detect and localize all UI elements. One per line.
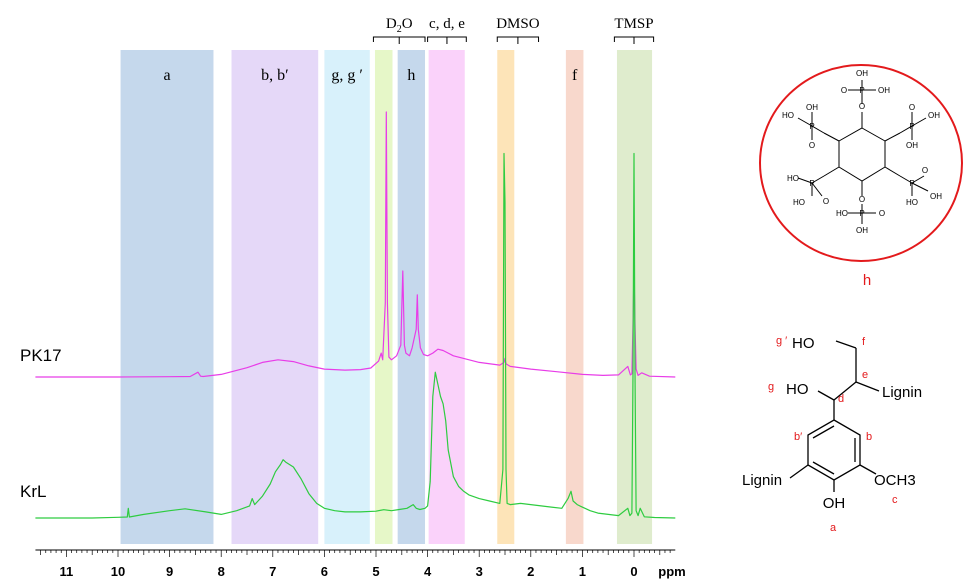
region-label-7: f — [572, 67, 578, 84]
lignin-position-labels: g ′ g f e d b′ b c a — [768, 335, 898, 534]
phytate-p-left: P — [809, 122, 814, 131]
region-label-4: h — [407, 67, 415, 84]
bracket-label-2: DMSO — [496, 16, 540, 32]
phytate-oh-top: OH — [856, 69, 868, 78]
bracket-label-0: D2O — [386, 16, 413, 35]
tick-label-10: 10 — [111, 564, 125, 579]
bracket-0 — [372, 36, 426, 44]
solvent-brackets: D2O c, d, e DMSO TMSP — [372, 16, 655, 44]
phytate-ho-left: HO — [782, 111, 794, 120]
bracket-label-1: c, d, e — [429, 16, 465, 32]
phytate-ho-bottom: HO — [836, 209, 848, 218]
lignin-structure: HO HO Lignin Lignin OCH3 OH g ′ g f e d … — [742, 335, 922, 534]
phytate-label: h — [863, 272, 871, 289]
bracket-label-3: TMSP — [614, 16, 653, 32]
phytate-o-link-top: O — [859, 102, 865, 111]
tick-label-1: 1 — [579, 564, 586, 579]
tick-label-3: 3 — [476, 564, 483, 579]
region-band-7 — [565, 50, 584, 544]
aromatic-ring — [807, 419, 861, 481]
lignin-text-right: Lignin — [882, 384, 922, 401]
tick-label-0: 0 — [630, 564, 637, 579]
tick-label-6: 6 — [321, 564, 328, 579]
spectrum-pk17 — [35, 111, 676, 378]
phytate-oh-right-low: OH — [906, 141, 918, 150]
phytate-p-lower-left: P — [809, 179, 814, 188]
cyclohexane-ring — [838, 127, 886, 182]
lignin-ho-top: HO — [792, 335, 815, 352]
pos-label-g-prime: g ′ — [776, 335, 787, 347]
series-label-pk17: PK17 — [20, 346, 62, 365]
phytate-oh-top-right: OH — [878, 86, 890, 95]
phytate-ho-lower-left: HO — [787, 174, 799, 183]
phytate-p-lower-right: P — [909, 179, 914, 188]
series-labels: PK17 KrL — [20, 346, 62, 501]
spectrum-krl — [35, 152, 676, 519]
phytate-oh-bottom: OH — [856, 226, 868, 235]
pos-label-b-prime: b′ — [794, 431, 802, 443]
phytate-bonds — [797, 80, 929, 224]
lignin-text-left: Lignin — [742, 472, 782, 489]
region-label-1: b, b′ — [261, 67, 289, 84]
tick-label-2: 2 — [527, 564, 534, 579]
phytate-ring-outline — [759, 64, 963, 262]
tick-label-7: 7 — [269, 564, 276, 579]
phytate-oh-left-top: OH — [806, 103, 818, 112]
pos-label-e: e — [862, 369, 868, 381]
phytate-structure: OH O P OH O P O OH OH P HO OH O P O HO O… — [759, 64, 963, 289]
pos-label-b: b — [866, 431, 872, 443]
bracket-1 — [427, 36, 467, 44]
phytate-oh-lower-right: OH — [930, 192, 942, 201]
lignin-atoms: HO HO Lignin Lignin OCH3 OH — [742, 335, 922, 512]
phytate-o-top: O — [841, 86, 847, 95]
pos-label-f: f — [862, 336, 866, 348]
region-band-5 — [428, 50, 465, 544]
pos-label-g: g — [768, 381, 774, 393]
phytate-p-top: P — [859, 86, 864, 95]
phytate-p-right: P — [909, 122, 914, 131]
tick-label-5: 5 — [372, 564, 379, 579]
phytate-o-right: O — [909, 103, 915, 112]
lignin-bonds — [789, 340, 880, 492]
phytate-atoms: OH O P OH O P O OH OH P HO OH O P O HO O… — [782, 69, 942, 235]
region-band-3 — [374, 50, 393, 544]
lignin-phenol-oh: OH — [823, 495, 846, 512]
phytate-ho-lower-left-2: HO — [793, 198, 805, 207]
region-labels: a b, b′ g, g ′ h f — [163, 67, 578, 84]
tick-label-11: 11 — [60, 564, 74, 579]
lignin-ho-mid: HO — [786, 381, 809, 398]
phytate-o-link-bottom: O — [859, 195, 865, 204]
spectra — [35, 111, 676, 519]
phytate-o-lower-right: O — [922, 166, 928, 175]
phytate-o-left: O — [809, 141, 815, 150]
tick-label-8: 8 — [218, 564, 225, 579]
phytate-o-bottom: O — [879, 209, 885, 218]
bracket-2 — [496, 36, 540, 44]
phytate-p-bottom: P — [859, 209, 864, 218]
series-label-krl: KrL — [20, 482, 46, 501]
region-band-1 — [231, 50, 319, 544]
axis-unit-label: ppm — [658, 564, 685, 579]
pos-label-a: a — [830, 522, 837, 534]
tick-label-4: 4 — [424, 564, 432, 579]
methoxy-group: OCH3 — [874, 472, 916, 489]
pos-label-d: d — [838, 393, 844, 405]
tick-label-9: 9 — [166, 564, 173, 579]
region-label-0: a — [163, 67, 170, 84]
region-band-0 — [120, 50, 214, 544]
bracket-3 — [613, 36, 655, 44]
phytate-o-lower-left: O — [823, 197, 829, 206]
x-axis: 11 10 9 8 7 6 5 4 3 2 1 0 ppm — [35, 549, 686, 579]
region-band-2 — [324, 50, 370, 544]
region-label-2: g, g ′ — [331, 67, 363, 84]
phytate-oh-right: OH — [928, 111, 940, 120]
phytate-ho-lower-right: HO — [906, 198, 918, 207]
pos-label-c: c — [892, 494, 898, 506]
